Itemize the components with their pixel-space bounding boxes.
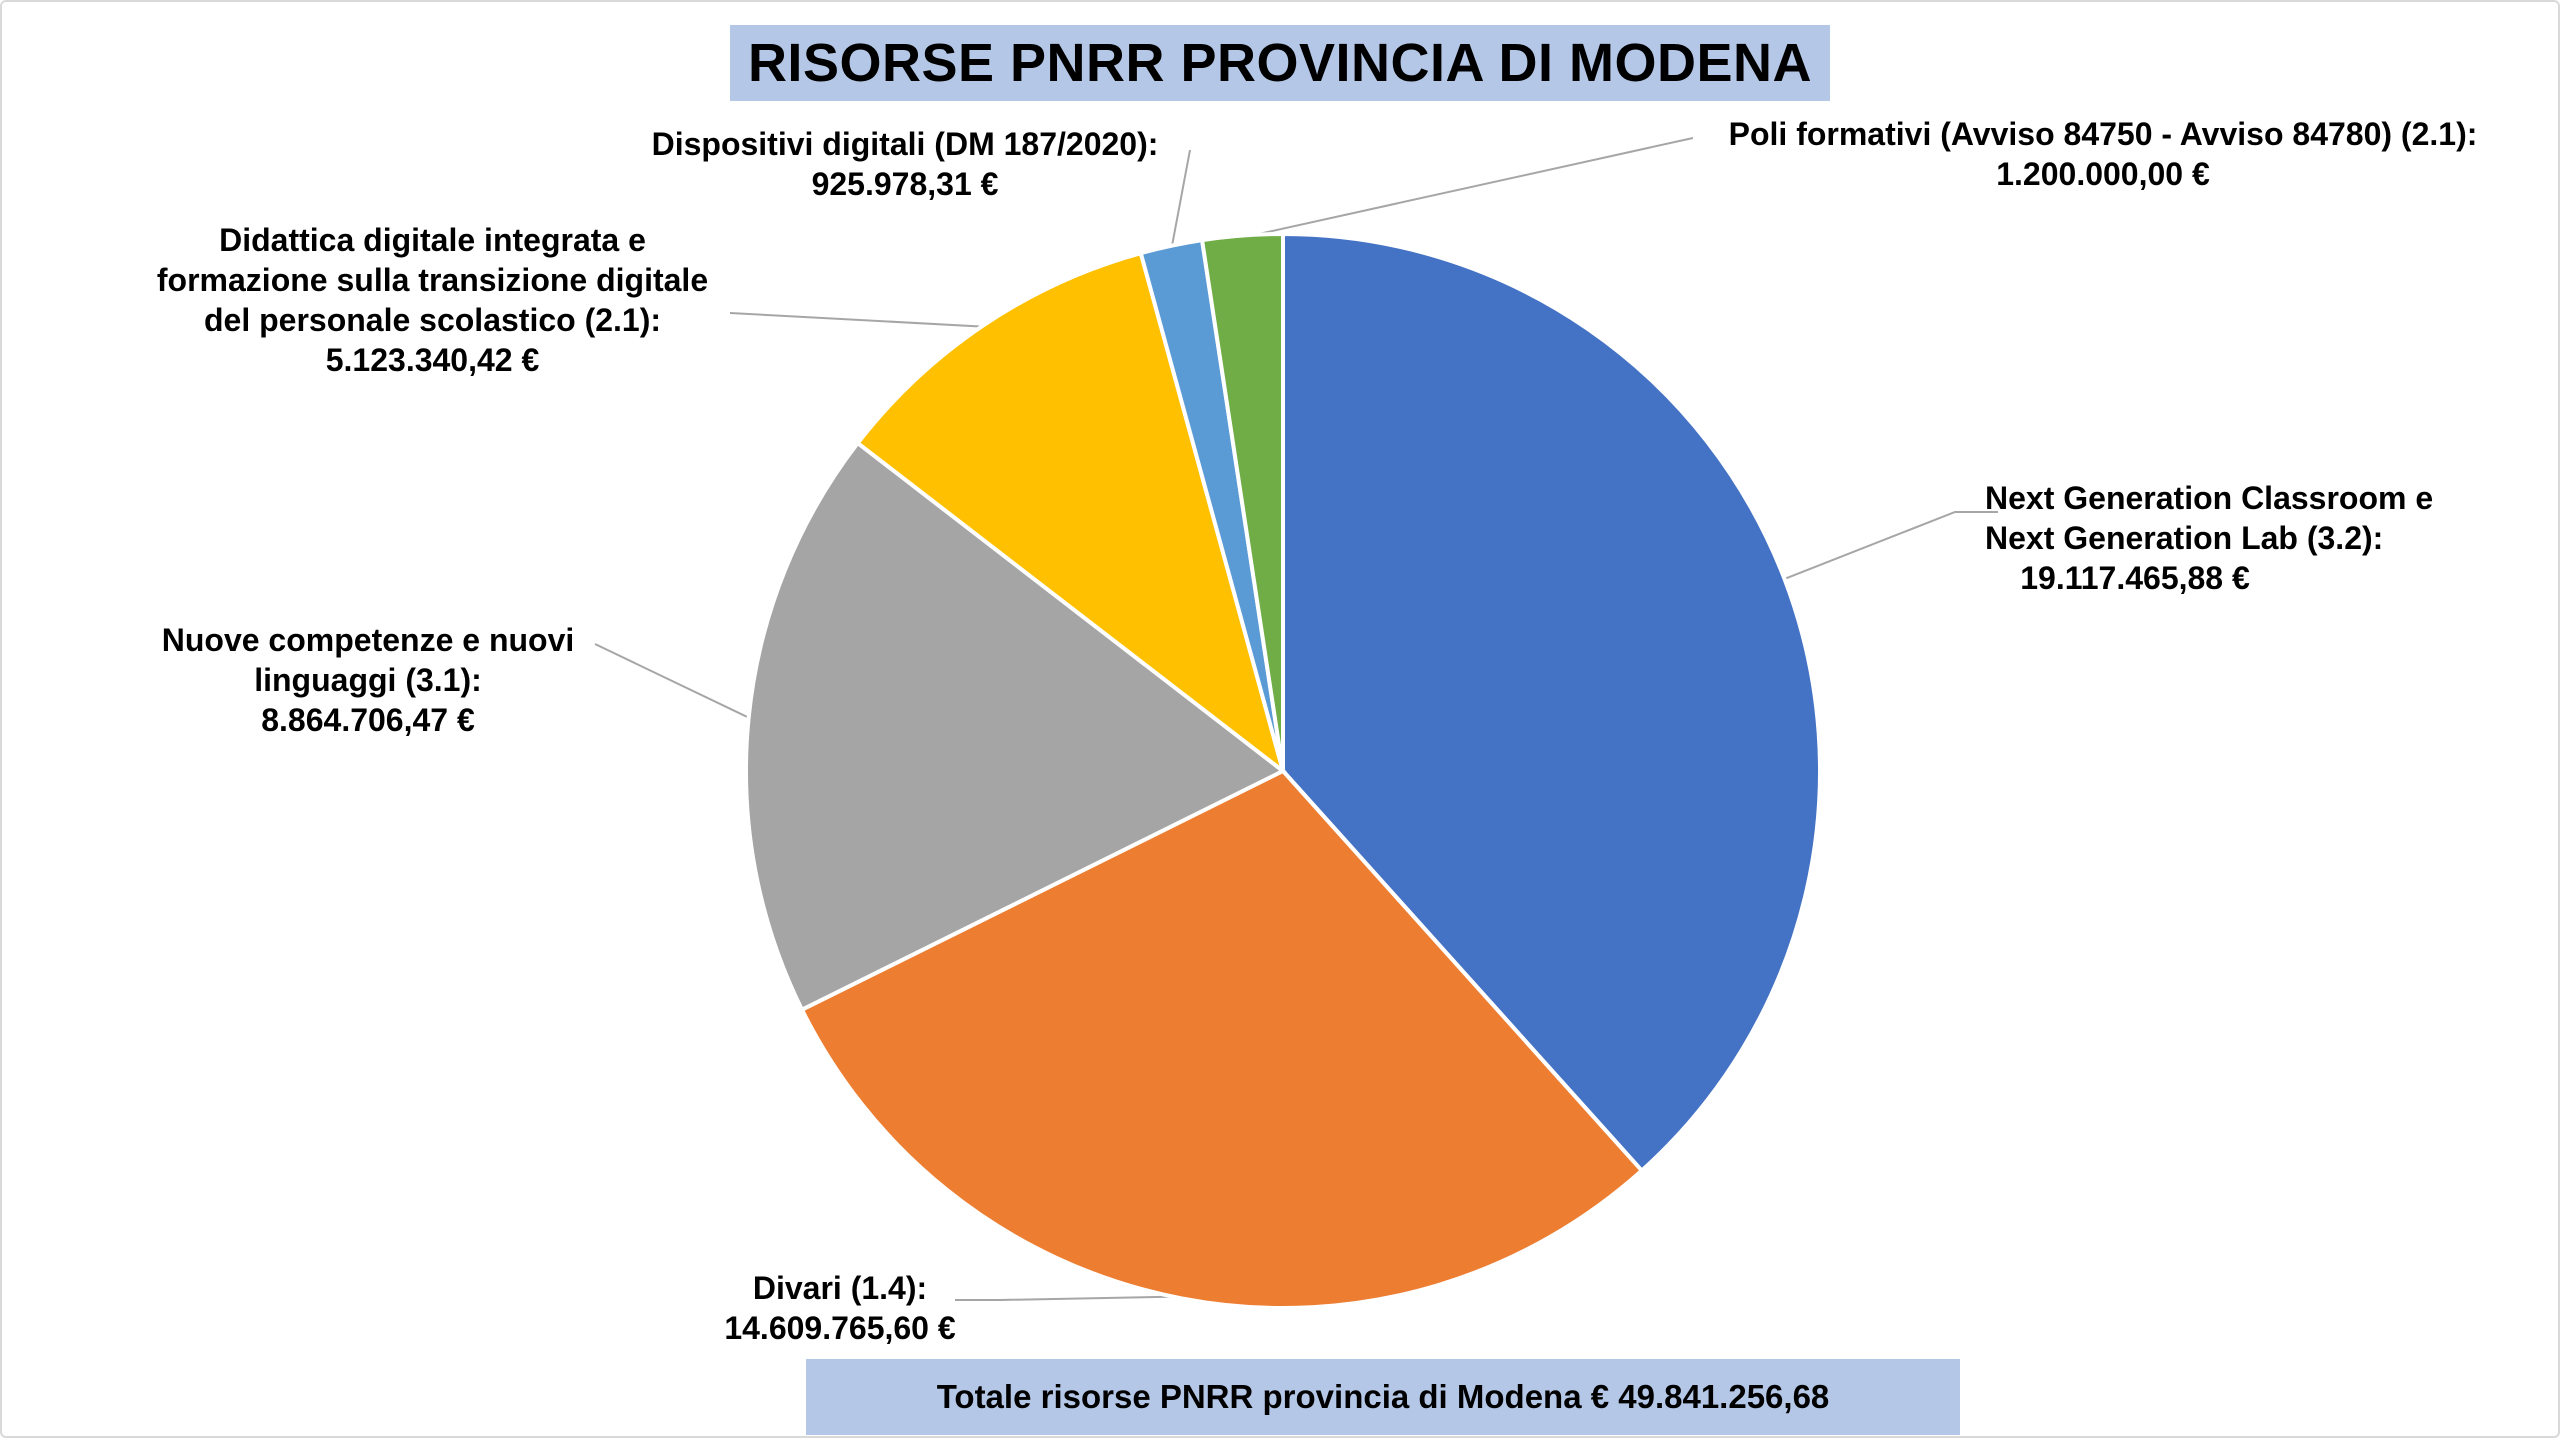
leader-line-divari — [955, 1295, 1183, 1301]
slice-value-label: 1.200.000,00 € — [1996, 156, 2210, 192]
slice-label-line: Poli formativi (Avviso 84750 - Avviso 84… — [1728, 116, 2478, 152]
slice-label-dispositivi-digitali: Dispositivi digitali (DM 187/2020): 925.… — [615, 124, 1195, 204]
slice-label-line: Next Generation Lab (3.2): — [1985, 520, 2384, 556]
slice-value-label: 19.117.465,88 € — [2020, 560, 2250, 596]
slice-label-line: del personale scolastico (2.1): — [203, 302, 662, 338]
slice-label-line: formazione sulla transizione digitale — [156, 262, 709, 298]
slice-label-line: Next Generation Classroom e — [1985, 480, 2434, 516]
slice-label-divari: Divari (1.4): 14.609.765,60 € — [690, 1268, 990, 1348]
pie-slice-divari — [799, 768, 1645, 1310]
slice-label-poli-formativi: Poli formativi (Avviso 84750 - Avviso 84… — [1693, 114, 2513, 194]
leader-line-dispositivi-digitali — [1170, 149, 1191, 248]
slice-value-label: 5.123.340,42 € — [325, 342, 540, 378]
slice-label-line: Nuove competenze e nuovi — [161, 622, 575, 658]
leader-lines — [594, 137, 1998, 1301]
total-resources-label: Totale risorse PNRR provincia di Modena … — [806, 1359, 1960, 1435]
pie-slice-poli-formativi — [1199, 231, 1285, 772]
leader-line-didattica-digitale — [729, 312, 985, 328]
pie-slice-didattica-digitale — [854, 250, 1287, 777]
slice-label-next-generation: Next Generation Classroom e Next Generat… — [1985, 478, 2434, 598]
leader-line-nuove-competenze — [594, 643, 752, 720]
pie-slices — [744, 231, 1822, 1310]
slice-label-line: Divari (1.4): — [752, 1270, 928, 1306]
slice-value-label: 925.978,31 € — [811, 166, 999, 202]
slice-label-didattica-digitale: Didattica digitale integrata e formazion… — [110, 220, 755, 380]
pie-slice-nuove-competenze — [744, 440, 1287, 1013]
leader-line-next-generation — [1782, 511, 1998, 581]
slice-label-line: Didattica digitale integrata e — [219, 222, 646, 258]
chart-title: RISORSE PNRR PROVINCIA DI MODENA — [730, 25, 1830, 101]
slice-value-label: 14.609.765,60 € — [724, 1310, 956, 1346]
leader-line-poli-formativi — [1242, 137, 1694, 239]
slice-label-line: Dispositivi digitali (DM 187/2020): — [651, 126, 1159, 162]
slice-label-nuove-competenze: Nuove competenze e nuovi linguaggi (3.1)… — [118, 620, 618, 740]
slice-label-line: linguaggi (3.1): — [254, 662, 482, 698]
slice-value-label: 8.864.706,47 € — [261, 702, 475, 738]
pie-slice-next-generation — [1281, 231, 1822, 1174]
